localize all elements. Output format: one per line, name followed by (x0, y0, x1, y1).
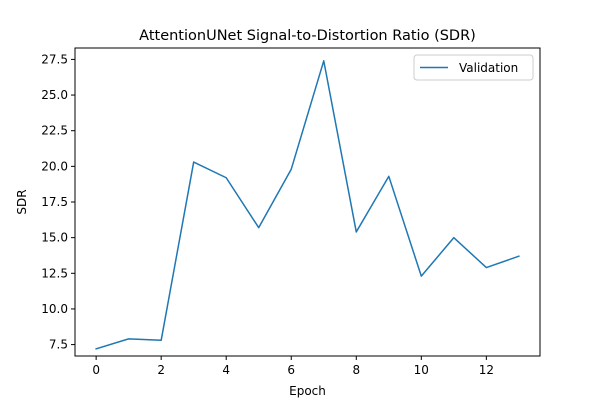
y-tick-label: 17.5 (41, 195, 68, 209)
legend-box (413, 54, 534, 81)
legend-label-validation: Validation (459, 61, 518, 75)
y-tick-label: 27.5 (41, 52, 68, 66)
y-tick-label: 10.0 (41, 302, 68, 316)
x-axis-label: Epoch (289, 384, 326, 398)
x-tick-label: 12 (479, 363, 494, 377)
y-tick-label: 12.5 (41, 266, 68, 280)
y-axis-label: SDR (15, 189, 29, 214)
y-axis-ticks: 7.5 10.0 12.5 15.0 17.5 20.0 22.5 25.0 27.5 (41, 52, 75, 352)
legend: Validation (413, 54, 534, 81)
x-tick-label: 10 (414, 363, 429, 377)
y-tick-label: 25.0 (41, 88, 68, 102)
x-axis-ticks: 0 2 4 6 8 10 12 (92, 356, 494, 377)
x-tick-label: 2 (157, 363, 165, 377)
series-layer (95, 60, 520, 350)
chart-title: AttentionUNet Signal-to-Distortion Ratio… (139, 28, 476, 44)
y-tick-label: 22.5 (41, 124, 68, 138)
x-tick-label: 0 (92, 363, 100, 377)
series-line-validation (95, 60, 520, 350)
y-tick-label: 7.5 (49, 338, 68, 352)
x-tick-label: 4 (222, 363, 230, 377)
x-tick-label: 6 (287, 363, 295, 377)
plot-frame (74, 47, 541, 357)
y-tick-label: 20.0 (41, 159, 68, 173)
y-tick-label: 15.0 (41, 231, 68, 245)
x-tick-label: 8 (352, 363, 360, 377)
